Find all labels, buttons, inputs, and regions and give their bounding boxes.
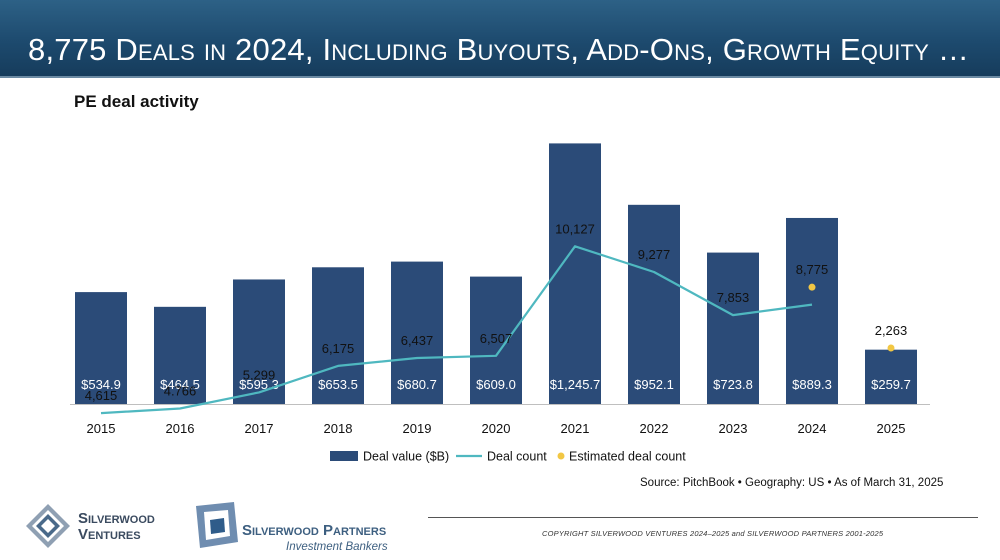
legend-swatch-deal-value <box>330 451 358 461</box>
bar-label-2023: $723.8 <box>713 377 753 392</box>
bar-label-2022: $952.1 <box>634 377 674 392</box>
bar-label-2016: $464.5 <box>160 377 200 392</box>
bar-label-2021: $1,245.7 <box>550 377 601 392</box>
deal-count-label-2022: 9,277 <box>638 247 671 262</box>
silverwood-ventures-logo: Silverwood Ventures <box>22 498 192 558</box>
ventures-diamond-icon <box>26 504 70 548</box>
deal-count-label-2016: 4.766 <box>164 384 197 399</box>
bar-2017 <box>233 279 285 404</box>
bar-label-2020: $609.0 <box>476 377 516 392</box>
bar-label-2015: $534.9 <box>81 377 121 392</box>
title-divider <box>0 76 1000 78</box>
estimated-point-2024 <box>808 283 816 291</box>
estimated-label-2024: 8,775 <box>796 262 829 277</box>
bar-2020 <box>470 276 522 404</box>
x-tick-2016: 2016 <box>166 421 195 436</box>
legend-label-estimated: Estimated deal count <box>569 450 686 464</box>
bar-label-2025: $259.7 <box>871 377 911 392</box>
x-tick-2023: 2023 <box>719 421 748 436</box>
legend-swatch-estimated <box>557 452 565 460</box>
deal-count-line <box>100 245 813 415</box>
source-note: Source: PitchBook • Geography: US • As o… <box>640 477 944 489</box>
deal-count-label-2019: 6,437 <box>401 333 434 348</box>
ventures-logo-line1: Silverwood <box>78 510 155 527</box>
x-tick-2017: 2017 <box>245 421 274 436</box>
bar-2024 <box>786 217 838 404</box>
partners-logo-subtitle: Investment Bankers <box>286 541 388 553</box>
title-bar: 8,775 Deals in 2024, Including Buyouts, … <box>0 0 1000 76</box>
silverwood-partners-logo: Silverwood Partners Investment Bankers <box>190 498 410 558</box>
footer-divider <box>428 517 978 518</box>
x-tick-2022: 2022 <box>640 421 669 436</box>
slide-title: 8,775 Deals in 2024, Including Buyouts, … <box>28 32 970 67</box>
ventures-logo-text: Silverwood Ventures <box>78 511 155 543</box>
bar-2025 <box>865 349 917 404</box>
x-tick-2019: 2019 <box>403 421 432 436</box>
chart-title: PE deal activity <box>74 92 199 111</box>
x-tick-2021: 2021 <box>561 421 590 436</box>
estimated-label-2025: 2,263 <box>875 323 908 338</box>
bar-label-2019: $680.7 <box>397 377 437 392</box>
bar-label-2024: $889.3 <box>792 377 832 392</box>
bar-2019 <box>391 261 443 404</box>
bar-2015 <box>75 292 127 404</box>
legend-label-deal-value: Deal value ($B) <box>363 450 449 464</box>
x-tick-2024: 2024 <box>798 421 827 436</box>
deal-count-label-2017: 5,299 <box>243 367 276 382</box>
deal-count-label-2015: 4,615 <box>85 388 118 403</box>
deal-count-label-2023: 7,853 <box>717 290 750 305</box>
legend-label-deal-count: Deal count <box>487 450 547 464</box>
estimated-point-2025 <box>887 344 895 352</box>
partners-square-icon <box>196 502 238 548</box>
x-tick-2018: 2018 <box>324 421 353 436</box>
deal-count-label-2021: 10,127 <box>555 221 595 236</box>
bar-2022 <box>628 204 680 404</box>
deal-count-label-2020: 6,507 <box>480 331 513 346</box>
ventures-logo-line2: Ventures <box>78 526 141 543</box>
x-tick-2025: 2025 <box>877 421 906 436</box>
x-tick-2015: 2015 <box>87 421 116 436</box>
bar-2016 <box>154 306 206 404</box>
copyright-text: COPYRIGHT SILVERWOOD VENTURES 2024–2025 … <box>542 529 884 538</box>
partners-logo-name: Silverwood Partners <box>242 522 387 539</box>
bar-2021 <box>549 143 601 404</box>
bar-2018 <box>312 267 364 404</box>
bar-2023 <box>707 252 759 404</box>
deal-count-label-2018: 6,175 <box>322 341 355 356</box>
bar-label-2018: $653.5 <box>318 377 358 392</box>
x-tick-2020: 2020 <box>482 421 511 436</box>
